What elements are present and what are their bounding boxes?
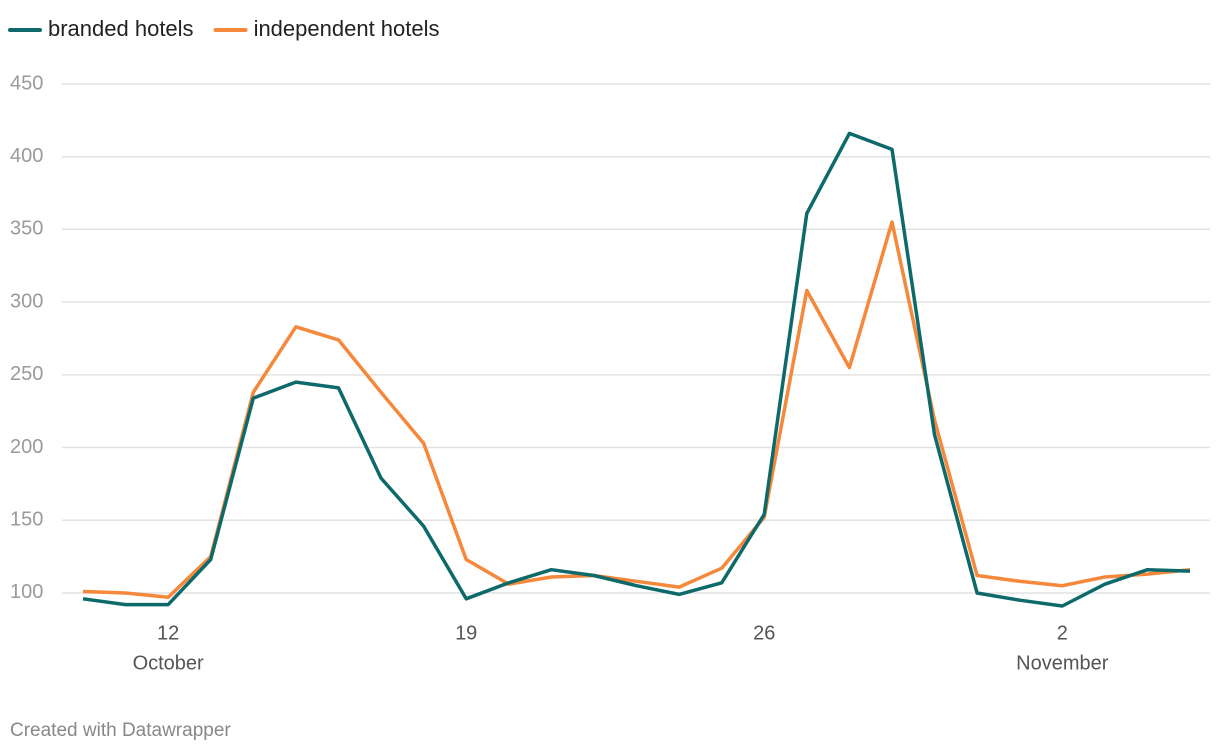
y-tick-label: 250 [10,363,43,385]
y-tick-label: 100 [10,581,43,603]
series-line [82,131,1191,608]
x-tick-label: 12 [157,622,179,644]
y-tick-label: 200 [10,436,43,458]
y-tick-label: 300 [10,290,43,312]
footer: Created with Datawrapper [10,720,231,741]
legend-label: independent hotels [254,16,440,41]
month-label: October [133,652,204,674]
x-tick-label: 26 [753,622,775,644]
month-label: November [1016,652,1109,674]
y-tick-label: 450 [10,72,43,94]
x-tick-label: 2 [1057,622,1068,644]
y-tick-label: 400 [10,145,43,167]
y-tick-label: 350 [10,218,43,240]
legend-label: branded hotels [48,16,194,41]
series-line [82,220,1191,600]
y-tick-label: 150 [10,509,43,531]
x-tick-label: 19 [455,622,477,644]
